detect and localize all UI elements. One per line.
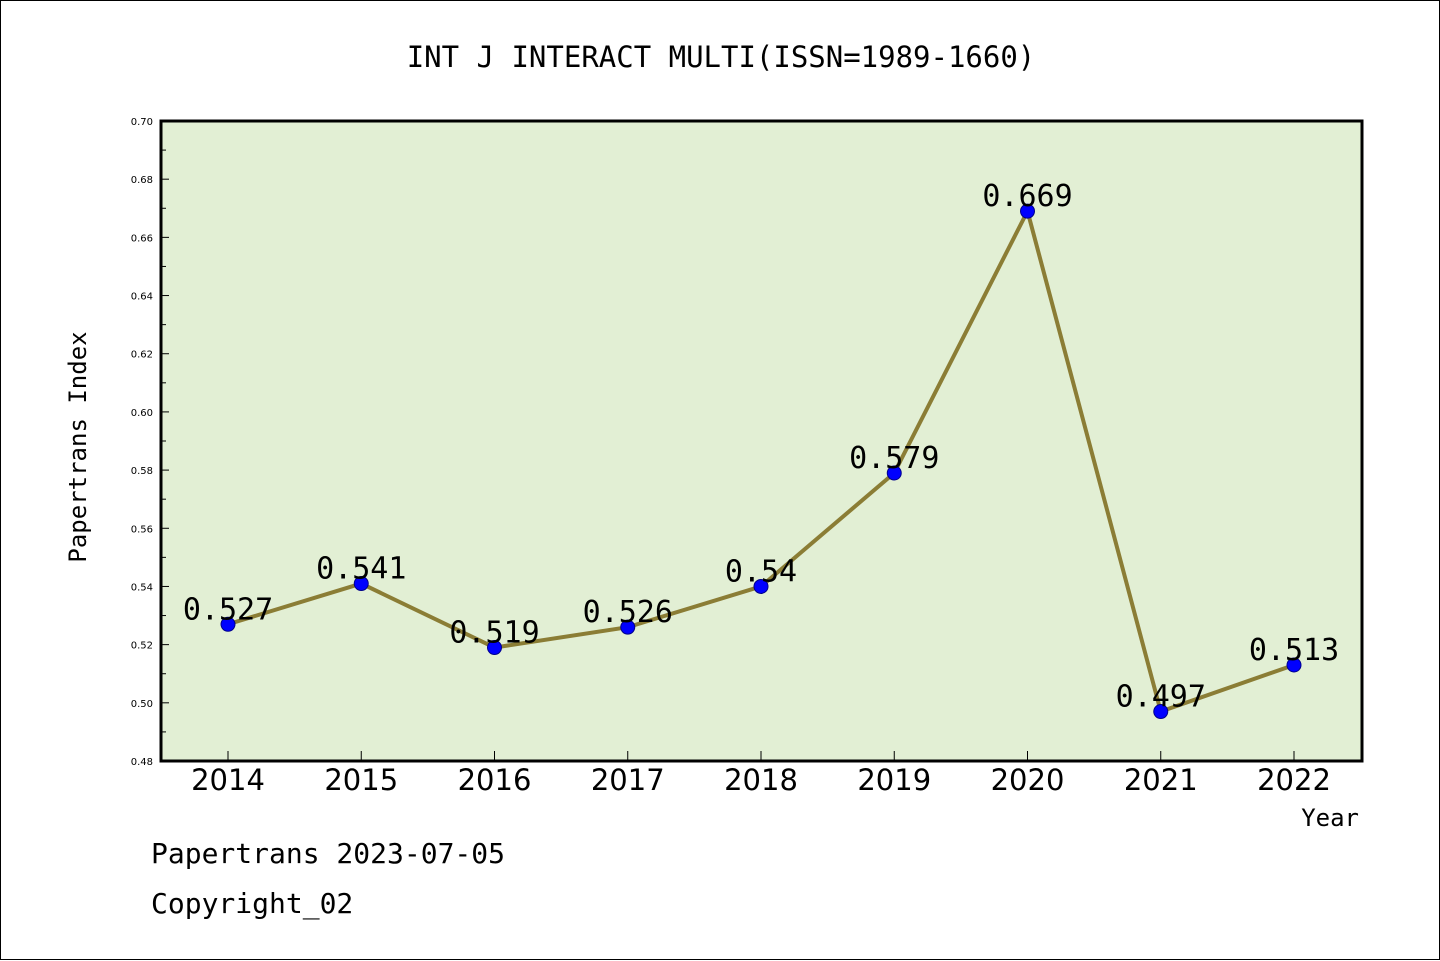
y-tick-label: 0.50 <box>131 699 153 710</box>
data-point <box>353 576 369 592</box>
x-axis-label: Year <box>1301 804 1359 832</box>
footer-date: Papertrans 2023-07-05 <box>151 837 506 870</box>
data-point <box>487 640 502 656</box>
data-label: 0.497 <box>1116 680 1206 715</box>
y-tick-label: 0.62 <box>131 350 153 361</box>
data-point <box>220 616 236 632</box>
data-label: 0.513 <box>1249 633 1339 668</box>
data-label: 0.579 <box>849 441 939 476</box>
data-point <box>1286 657 1302 673</box>
y-tick-label: 0.68 <box>131 175 153 186</box>
x-tick-label: 2016 <box>458 763 532 797</box>
x-tick-label: 2020 <box>991 763 1065 797</box>
data-point <box>753 578 769 594</box>
y-tick-label: 0.56 <box>131 524 153 535</box>
x-tick-label: 2015 <box>324 763 398 797</box>
data-label: 0.519 <box>449 616 539 651</box>
y-tick-label: 0.64 <box>131 292 153 303</box>
data-label: 0.54 <box>725 554 797 589</box>
data-label: 0.541 <box>316 552 406 587</box>
x-tick-label: 2019 <box>857 763 931 797</box>
x-tick-label: 2018 <box>724 763 798 797</box>
chart-title: INT J INTERACT MULTI(ISSN=1989-1660) <box>407 40 1036 74</box>
data-point <box>1153 704 1169 720</box>
y-tick-label: 0.58 <box>131 466 153 477</box>
y-tick-label: 0.48 <box>131 757 153 768</box>
series-markers <box>220 203 1302 720</box>
y-tick-label: 0.52 <box>131 641 153 652</box>
data-label: 0.527 <box>183 592 273 627</box>
data-point <box>1020 203 1035 219</box>
y-tick-label: 0.66 <box>131 233 153 244</box>
footer-copyright: Copyright_02 <box>151 887 354 920</box>
data-label: 0.526 <box>583 595 673 630</box>
y-tick-label: 0.70 <box>131 117 153 128</box>
data-point <box>620 619 636 635</box>
x-tick-label: 2022 <box>1257 763 1331 797</box>
x-tick-label: 2021 <box>1124 763 1198 797</box>
x-tick-label: 2014 <box>191 763 265 797</box>
y-axis: 0.48 0.50 0.52 0.54 0.56 0.58 0.60 0.62 0.64 0.66… <box>131 117 169 768</box>
x-axis: 2014 2015 2016 2017 2018 2019 2020 2021 2022 <box>191 751 1331 797</box>
x-tick-label: 2017 <box>591 763 665 797</box>
y-axis-label: Papertrans Index <box>64 331 92 562</box>
y-tick-label: 0.60 <box>131 408 153 419</box>
data-label: 0.669 <box>982 179 1072 214</box>
plot-area <box>161 121 1362 761</box>
data-labels: 0.527 0.541 0.519 0.526 0.54 0.579 0.669 0.497 0… <box>183 179 1339 714</box>
plot-border <box>159 119 1364 763</box>
data-point <box>886 465 902 481</box>
y-tick-label: 0.54 <box>131 582 153 593</box>
